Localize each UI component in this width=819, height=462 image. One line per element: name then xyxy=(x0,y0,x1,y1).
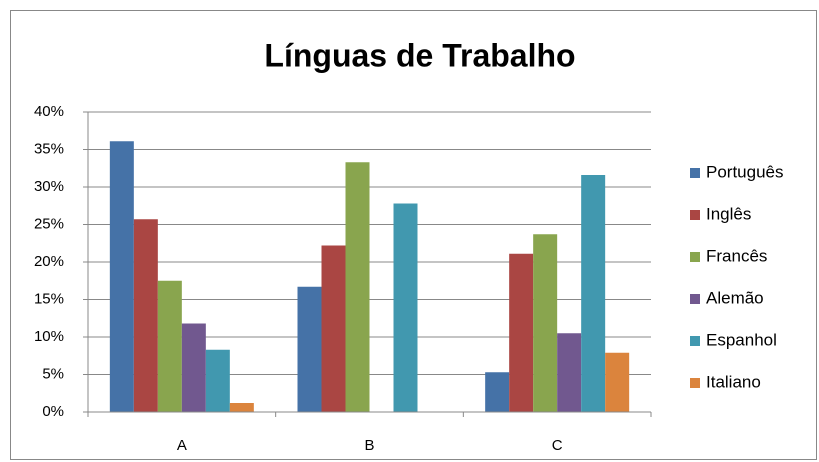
bar xyxy=(533,234,558,412)
bar xyxy=(345,162,370,412)
legend-label: Português xyxy=(706,162,784,181)
bar xyxy=(605,352,630,412)
y-tick-label: 15% xyxy=(34,290,64,307)
bar xyxy=(557,333,582,412)
bar xyxy=(321,245,346,412)
bar xyxy=(133,219,158,412)
legend-swatch xyxy=(690,336,700,346)
y-tick-label: 20% xyxy=(34,253,64,270)
bar xyxy=(229,403,254,412)
y-tick-label: 10% xyxy=(34,328,64,345)
legend-label: Alemão xyxy=(706,288,764,307)
legend-swatch xyxy=(690,378,700,388)
legend-swatch xyxy=(690,168,700,178)
y-tick-label: 30% xyxy=(34,178,64,195)
chart-title: Línguas de Trabalho xyxy=(264,37,575,73)
bar xyxy=(181,323,206,412)
y-tick-label: 40% xyxy=(34,103,64,120)
y-tick-label: 35% xyxy=(34,140,64,157)
legend-swatch xyxy=(690,210,700,220)
bar xyxy=(205,349,230,412)
bar xyxy=(109,141,134,412)
bar xyxy=(157,280,182,412)
x-tick-label: C xyxy=(552,437,563,454)
bar xyxy=(485,372,510,412)
y-tick-label: 25% xyxy=(34,215,64,232)
bar xyxy=(509,253,534,412)
legend-label: Inglês xyxy=(706,204,751,223)
legend-label: Espanhol xyxy=(706,330,777,349)
legend-swatch xyxy=(690,252,700,262)
legend-swatch xyxy=(690,294,700,304)
legend-label: Francês xyxy=(706,246,767,265)
legend-label: Italiano xyxy=(706,372,761,391)
x-tick-label: B xyxy=(364,437,374,454)
y-tick-label: 5% xyxy=(42,365,64,382)
x-tick-label: A xyxy=(177,437,187,454)
y-tick-label: 0% xyxy=(42,403,64,420)
bar xyxy=(297,286,322,412)
bar xyxy=(393,203,418,412)
bar xyxy=(581,175,606,412)
